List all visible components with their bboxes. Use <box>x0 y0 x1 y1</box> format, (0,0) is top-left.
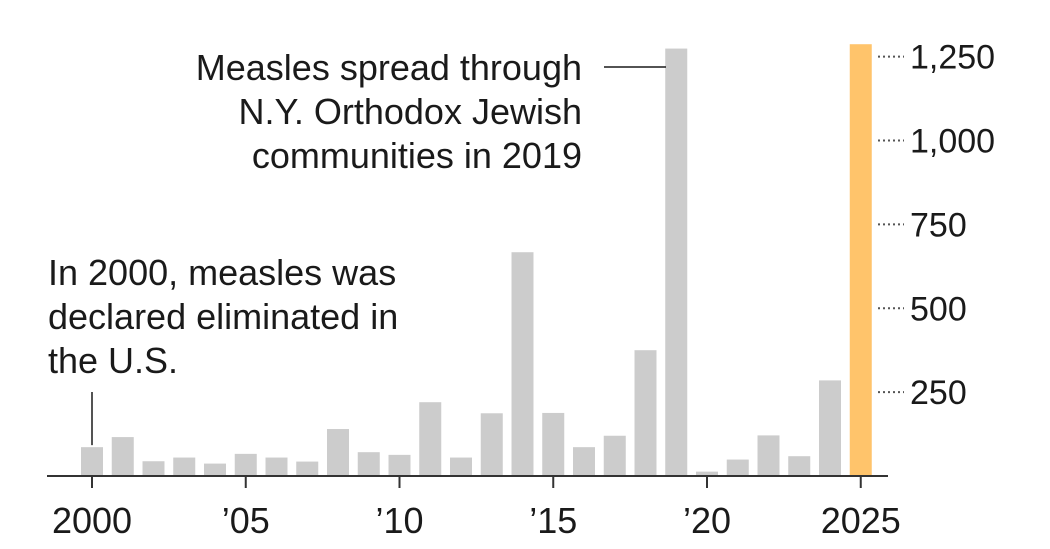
y-tick-label-1000: 1,000 <box>910 123 995 161</box>
annotation-2000-line-1: In 2000, measles was <box>48 252 396 293</box>
bar-2014 <box>511 252 534 476</box>
bar-2015 <box>542 412 565 476</box>
x-tick-label-2000: 2000 <box>52 500 132 541</box>
annotation-2000-line-3: the U.S. <box>48 340 178 381</box>
bar-2003 <box>173 457 196 476</box>
bar-2009 <box>357 452 380 476</box>
bar-2004 <box>204 463 226 476</box>
x-tick-label-2005: ’05 <box>222 500 270 541</box>
x-axis-ticks: 2000 ’05 ’10 ’15 ’20 2025 <box>52 476 901 541</box>
bar-2023 <box>788 456 811 476</box>
bar-2010 <box>388 454 411 476</box>
x-tick-label-2015: ’15 <box>529 500 577 541</box>
bar-2002 <box>142 461 165 476</box>
bar-2011 <box>419 402 442 476</box>
annotation-2000-line-2: declared eliminated in <box>48 296 398 337</box>
bar-2013 <box>480 413 503 476</box>
bar-2021 <box>726 459 749 476</box>
bar-2000 <box>81 447 103 476</box>
y-tick-label-1250: 1,250 <box>910 39 995 77</box>
y-tick-label-250: 250 <box>910 374 967 412</box>
bar-2006 <box>265 457 288 476</box>
x-tick-label-2020: ’20 <box>683 500 731 541</box>
bar-2019 <box>665 48 688 476</box>
x-tick-label-2010: ’10 <box>375 500 423 541</box>
annotation-2019-line-3: communities in 2019 <box>252 135 582 176</box>
x-tick-label-2025: 2025 <box>821 500 901 541</box>
y-axis-ticks: 1,250 1,000 750 500 250 <box>878 39 995 412</box>
bar-2025 <box>849 44 872 477</box>
bar-2012 <box>450 457 472 476</box>
y-tick-label-750: 750 <box>910 206 967 244</box>
bar-2001 <box>111 437 134 476</box>
bar-2022 <box>757 435 780 476</box>
bar-2016 <box>573 447 595 476</box>
bar-2024 <box>819 380 841 476</box>
y-tick-label-500: 500 <box>910 290 967 328</box>
bar-2018 <box>634 350 657 476</box>
bar-2008 <box>327 429 349 476</box>
bar-2007 <box>296 461 319 476</box>
bar-2005 <box>234 453 257 476</box>
bar-2020 <box>696 471 718 476</box>
bars-group <box>81 44 872 477</box>
annotation-2019-line-1: Measles spread through <box>196 47 582 88</box>
annotation-2019-line-2: N.Y. Orthodox Jewish <box>239 91 583 132</box>
bar-2017 <box>603 435 626 476</box>
